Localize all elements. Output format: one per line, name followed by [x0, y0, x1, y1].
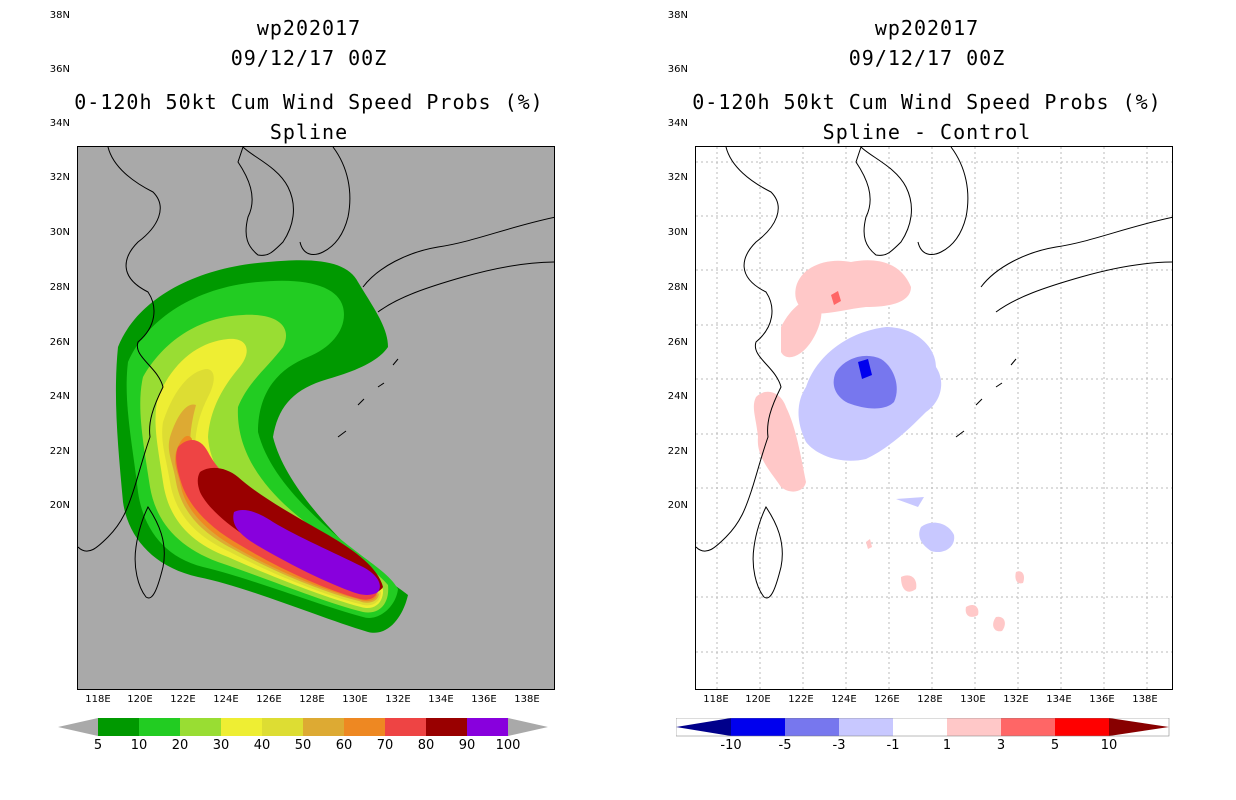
positive-diff-areas	[753, 260, 1025, 632]
lon-label: 118E	[703, 694, 729, 705]
lat-label: 24N	[49, 391, 70, 402]
lon-label: 130E	[342, 694, 368, 705]
legend-label: -10	[720, 738, 742, 753]
lon-label: 124E	[831, 694, 857, 705]
legend-arrow-high	[508, 718, 548, 736]
lat-label: 20N	[667, 500, 688, 511]
difference-map[interactable]	[695, 146, 1173, 690]
init-time: 09/12/17 00Z	[848, 46, 1006, 70]
lat-label: 30N	[49, 227, 70, 238]
lat-label: 36N	[49, 64, 70, 75]
storm-id: wp202017	[874, 16, 980, 40]
legend-label: 20	[171, 738, 189, 753]
lon-label: 138E	[1132, 694, 1158, 705]
lat-label: 26N	[667, 337, 688, 348]
lat-label: 34N	[49, 118, 70, 129]
storm-id: wp202017	[256, 16, 362, 40]
legend-label: 1	[942, 738, 952, 753]
legend-label: 90	[458, 738, 476, 753]
lat-label: 30N	[667, 227, 688, 238]
lat-label: 32N	[667, 172, 688, 183]
lon-label: 134E	[1046, 694, 1072, 705]
legend-label: -5	[778, 738, 792, 753]
legend-label: 50	[294, 738, 312, 753]
lat-label: 20N	[49, 500, 70, 511]
lon-label: 120E	[127, 694, 153, 705]
lat-label: 38N	[49, 10, 70, 21]
lat-label: 24N	[667, 391, 688, 402]
legend-label: 10	[130, 738, 148, 753]
product-title: 0-120h 50kt Cum Wind Speed Probs (%)	[74, 90, 544, 114]
legend-label: 3	[996, 738, 1006, 753]
lat-label: 36N	[667, 64, 688, 75]
lon-label: 124E	[213, 694, 239, 705]
lat-label: 38N	[667, 10, 688, 21]
difference-map-svg	[696, 147, 1172, 689]
legend-label: 5	[93, 738, 103, 753]
lon-label: 122E	[170, 694, 196, 705]
legend-label: 10	[1100, 738, 1118, 753]
lon-label: 136E	[471, 694, 497, 705]
lon-label: 118E	[85, 694, 111, 705]
lat-label: 22N	[49, 446, 70, 457]
legend-label: 5	[1050, 738, 1060, 753]
lon-label: 128E	[917, 694, 943, 705]
init-time: 09/12/17 00Z	[230, 46, 388, 70]
product-title: 0-120h 50kt Cum Wind Speed Probs (%)	[692, 90, 1162, 114]
lon-label: 138E	[514, 694, 540, 705]
legend-label: -1	[886, 738, 900, 753]
lat-label: 28N	[49, 282, 70, 293]
legend-arrow-high	[1109, 718, 1169, 736]
positive-diff-core	[831, 291, 841, 305]
lon-label: 132E	[1003, 694, 1029, 705]
lon-label: 136E	[1089, 694, 1115, 705]
model-name: Spline - Control	[822, 120, 1032, 144]
legend-label: -3	[832, 738, 846, 753]
legend-label: 70	[376, 738, 394, 753]
lon-label: 126E	[256, 694, 282, 705]
lon-label: 122E	[788, 694, 814, 705]
legend-label: 80	[417, 738, 435, 753]
legend-colorbar	[58, 718, 548, 736]
legend-label: 100	[495, 738, 521, 753]
lon-label: 120E	[745, 694, 771, 705]
lat-label: 34N	[667, 118, 688, 129]
lon-label: 130E	[960, 694, 986, 705]
lat-label: 28N	[667, 282, 688, 293]
left-panel: wp202017 09/12/17 00Z 0-120h 50kt Cum Wi…	[49, 10, 555, 753]
lon-label: 128E	[299, 694, 325, 705]
contour-90	[233, 510, 380, 595]
model-name: Spline	[269, 120, 349, 144]
negative-diff-areas	[798, 327, 955, 553]
coastlines	[78, 147, 554, 599]
probability-map-svg	[78, 147, 554, 633]
lat-label: 22N	[667, 446, 688, 457]
coastlines	[696, 147, 1172, 599]
lat-label: 32N	[49, 172, 70, 183]
lon-label: 126E	[874, 694, 900, 705]
probability-map[interactable]	[77, 146, 555, 690]
legend-colorbar	[676, 718, 1170, 737]
legend-label: 30	[212, 738, 230, 753]
legend-label: 60	[335, 738, 353, 753]
legend-arrow-low	[676, 718, 731, 736]
legend-label: 40	[253, 738, 271, 753]
lon-label: 134E	[428, 694, 454, 705]
right-panel: wp202017 09/12/17 00Z 0-120h 50kt Cum Wi…	[618, 0, 1236, 800]
lat-label: 26N	[49, 337, 70, 348]
legend-arrow-low	[58, 718, 98, 736]
lon-label: 132E	[385, 694, 411, 705]
